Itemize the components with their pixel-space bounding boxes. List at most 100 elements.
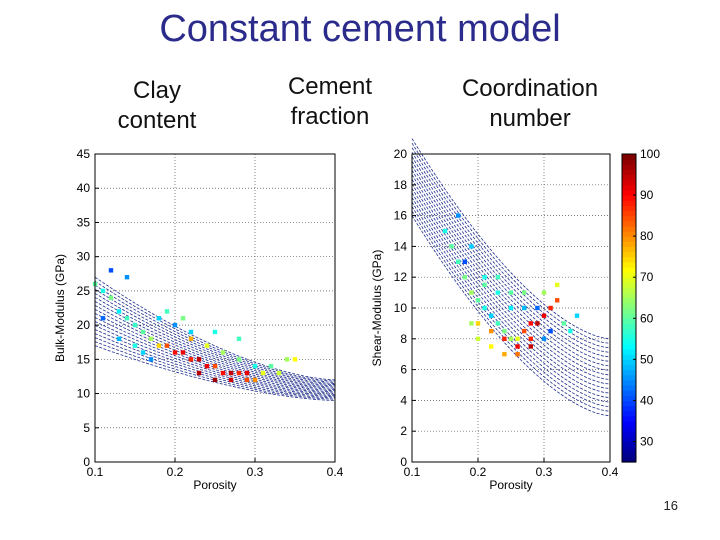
colorbar-tick-label: 60 [640,311,654,325]
colorbar-segment [622,205,636,212]
data-point [116,336,122,341]
data-point [449,244,454,249]
colorbar-segment [622,251,636,258]
y-tick-label: 14 [394,239,408,253]
data-point [475,336,481,341]
colorbar-segment [622,313,636,319]
y-tick-label: 35 [77,215,91,229]
colorbar-tick-label: 100 [640,147,660,161]
colorbar-segment [622,364,636,371]
data-point [522,290,527,295]
colorbar-segment [622,369,636,376]
model-curve [94,288,336,384]
colorbar-frame [621,153,637,463]
data-point [442,228,448,234]
data-point [502,336,507,341]
data-point [244,370,250,376]
data-point [535,321,540,326]
colorbar-segment [622,349,636,355]
data-point [555,298,560,303]
x-tick-label: 0.2 [167,465,184,479]
colorbar-segment [622,359,636,366]
colorbar-segment [622,179,636,186]
colorbar-segment [622,374,636,381]
data-point [522,305,527,311]
y-tick-label: 15 [77,352,91,366]
x-axis-label: Porosity [489,478,532,492]
data-point [180,316,186,321]
coordination-number-label: Coordination number [435,74,625,134]
data-point [132,322,138,328]
data-point [252,377,258,383]
data-point [522,328,527,334]
y-tick-label: 0 [83,455,90,469]
model-curve [94,309,336,390]
colorbar-segment [622,338,636,345]
colorbar: 30 40 50 60 70 80 90 100 [621,147,660,463]
colorbar-tick-label: 70 [640,270,654,284]
data-point [180,350,186,355]
colorbar-segment [622,451,636,458]
model-curve [411,210,611,412]
colorbar-segment [622,241,636,247]
data-point [156,316,162,321]
model-curve [411,197,611,399]
clay-content-line2: content [117,107,197,134]
colorbar-segment [622,302,636,309]
colorbar-segment [622,174,636,181]
chart-panel-2: 0.1 0.2 0.3 0.4 0 2 4 6 8 10 12 14 16 18 20 Porosity She… [370,138,619,492]
data-point [548,305,553,311]
data-point [508,336,514,341]
y-axis-label: Shear-Modulus (GPa) [370,250,384,367]
colorbar-segment [622,318,636,324]
data-point [456,259,461,264]
data-point [100,316,106,321]
data-point [482,305,487,311]
colorbar-segment [622,210,636,217]
model-curve [411,201,611,403]
data-point [515,344,520,349]
data-point [541,336,547,341]
model-curve [411,147,611,349]
colorbar-segment [622,400,636,407]
y-tick-label: 4 [400,393,407,407]
colorbar-segment [622,456,636,463]
data-point [196,370,202,376]
colorbar-segment [622,426,636,432]
data-point [548,328,553,334]
model-curve [94,325,336,395]
coordination-number-line2: number [489,105,571,132]
data-point [456,213,461,218]
colorbar-segment [622,292,636,299]
slide-title: Constant cement model [159,8,561,50]
data-point [156,343,162,348]
model-curve [94,292,336,386]
data-point [220,350,226,355]
data-point [495,290,500,295]
y-tick-label: 6 [400,363,407,377]
cement-fraction-line2: fraction [290,103,370,130]
y-tick-label: 45 [77,147,91,161]
colorbar-tick-label: 30 [640,434,654,448]
colorbar-segment [622,354,636,360]
data-point [212,377,218,383]
x-tick-label: 0.2 [470,465,487,479]
colorbar-tick-label: 80 [640,229,654,243]
model-curve [411,160,611,362]
colorbar-segment [622,215,636,222]
data-point [535,305,540,311]
y-tick-label: 12 [394,270,408,284]
y-tick-label: 16 [394,209,408,223]
colorbar-segment [622,308,636,314]
data-point [100,288,106,294]
model-curve [94,317,336,393]
colorbar-tick-label: 40 [640,393,654,407]
y-axis-label: Bulk-Modulus (GPa) [53,254,67,362]
model-curve [94,296,336,387]
data-point [528,344,533,349]
colorbar-segment [622,236,636,242]
model-curve [411,192,611,394]
colorbar-segment [622,405,636,412]
colorbar-tick-label: 50 [640,352,654,366]
colorbar-segment [622,431,636,437]
